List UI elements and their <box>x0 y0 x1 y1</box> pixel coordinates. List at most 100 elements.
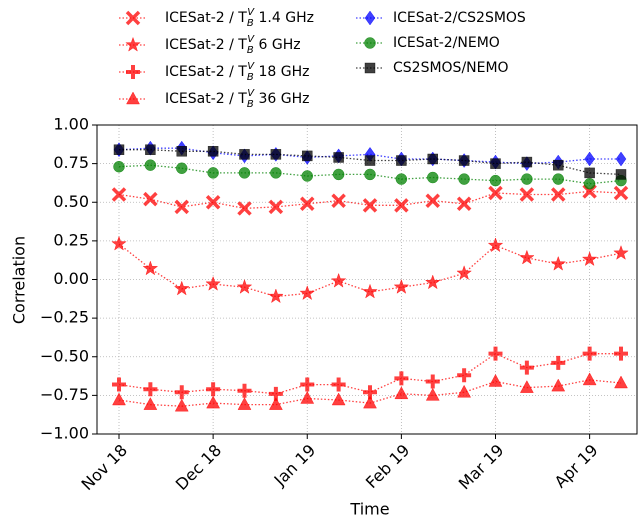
legend-label: ICESat-2/NEMO <box>393 35 500 51</box>
marker-shape <box>519 249 535 265</box>
marker-shape <box>144 159 157 171</box>
marker-shape <box>126 91 140 105</box>
marker-shape <box>364 168 376 181</box>
marker <box>582 372 597 386</box>
marker <box>613 244 629 260</box>
marker-shape <box>113 144 125 155</box>
marker <box>268 288 284 304</box>
marker <box>614 346 628 361</box>
marker-shape <box>238 167 251 179</box>
marker-shape <box>584 167 595 179</box>
marker-shape <box>302 150 313 162</box>
marker-shape <box>112 392 126 406</box>
marker <box>302 150 313 162</box>
marker <box>550 255 567 271</box>
marker <box>519 380 534 393</box>
marker-shape <box>519 380 534 393</box>
marker-shape <box>174 385 189 400</box>
marker-shape <box>613 244 629 260</box>
marker-shape <box>207 146 219 157</box>
marker-shape <box>331 377 346 392</box>
marker <box>142 260 159 276</box>
marker-shape <box>125 36 141 52</box>
marker <box>582 346 597 361</box>
marker <box>490 158 501 169</box>
marker-shape <box>111 235 127 251</box>
marker-shape <box>112 377 126 392</box>
marker-shape <box>205 195 221 210</box>
marker-shape <box>206 382 221 397</box>
marker <box>300 390 315 404</box>
marker-shape <box>584 151 595 167</box>
marker-shape <box>142 260 159 276</box>
marker <box>143 191 158 207</box>
marker <box>519 249 535 265</box>
marker-shape <box>143 397 158 410</box>
marker-shape <box>113 160 125 173</box>
legend-label: ICESat-2 / TBV 18 GHz <box>165 61 310 83</box>
marker-shape <box>173 280 190 296</box>
marker <box>176 162 188 175</box>
marker <box>362 198 378 213</box>
marker-shape <box>519 360 534 375</box>
legend-label: ICESat-2 / TBV 6 GHz <box>165 34 301 56</box>
marker <box>394 371 409 386</box>
marker <box>331 392 346 406</box>
marker-shape <box>582 372 597 386</box>
series-line <box>118 190 622 210</box>
marker <box>143 397 158 410</box>
marker-shape <box>330 272 347 288</box>
marker <box>613 185 629 201</box>
marker-shape <box>613 185 629 201</box>
marker-shape <box>362 198 378 213</box>
marker <box>236 278 253 294</box>
marker-shape <box>205 275 221 291</box>
marker-shape <box>270 149 282 160</box>
marker <box>583 177 596 190</box>
legend: ICESat-2 / TBV 1.4 GHz ICESat-2 / TBV 6 G… <box>119 7 526 110</box>
marker <box>237 383 252 398</box>
marker-shape <box>268 397 283 410</box>
marker <box>488 185 503 201</box>
marker <box>238 167 251 179</box>
marker <box>364 37 376 49</box>
marker <box>112 377 126 392</box>
marker <box>427 153 438 165</box>
marker <box>395 173 408 185</box>
marker <box>364 10 376 26</box>
x-tick-label: Mar 19 <box>455 441 508 494</box>
marker <box>125 10 141 26</box>
marker <box>125 36 141 52</box>
marker <box>239 149 250 160</box>
marker-shape <box>363 395 377 409</box>
marker-shape <box>300 377 315 392</box>
marker-shape <box>583 177 596 190</box>
marker-shape <box>458 155 470 166</box>
x-tick-label: Feb 19 <box>362 441 413 492</box>
legend-label: CS2SMOS/NEMO <box>393 60 509 76</box>
marker <box>584 167 595 179</box>
marker <box>237 201 252 216</box>
legend-label: ICESat-2 / TBV 36 GHz <box>165 88 310 110</box>
marker <box>330 272 347 288</box>
x-tick-label: Nov 18 <box>78 441 132 495</box>
marker <box>206 395 221 409</box>
marker <box>584 151 595 167</box>
marker <box>333 152 344 163</box>
marker-shape <box>424 274 441 290</box>
marker <box>488 373 503 387</box>
marker <box>270 167 282 179</box>
marker <box>111 235 127 251</box>
marker <box>205 275 221 291</box>
marker <box>268 199 284 215</box>
marker <box>176 146 187 157</box>
marker <box>145 144 156 155</box>
marker-shape <box>333 152 344 163</box>
marker-shape <box>268 199 284 215</box>
y-tick-label: 0.00 <box>53 269 89 288</box>
marker-shape <box>364 10 376 26</box>
marker-shape <box>207 167 219 179</box>
marker <box>425 374 440 389</box>
x-tick-label: Apr 19 <box>551 441 602 492</box>
marker <box>396 155 407 166</box>
